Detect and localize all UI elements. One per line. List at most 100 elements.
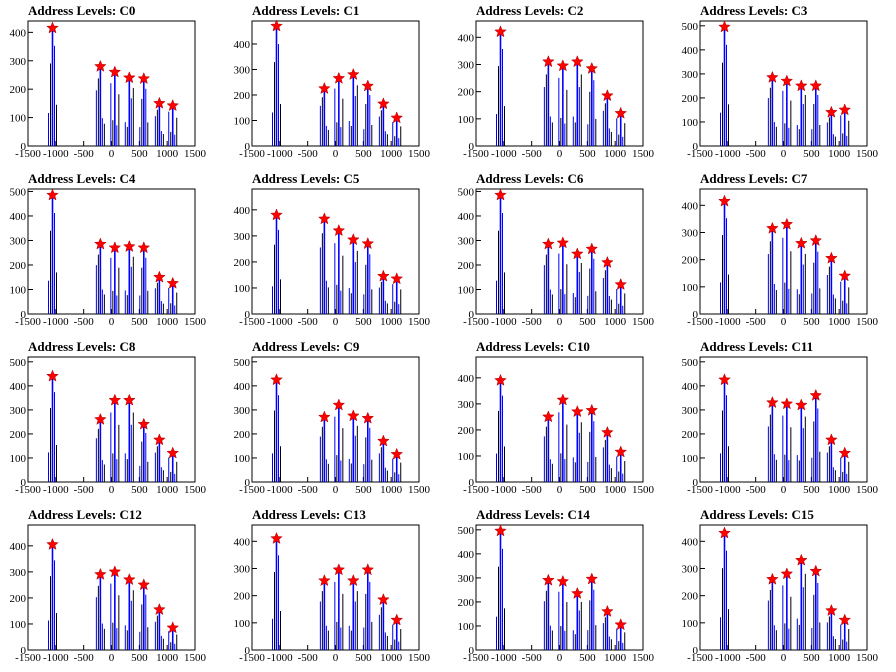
peak-marker — [570, 247, 584, 260]
peak-cluster — [587, 579, 597, 650]
y-tick-label: 0 — [245, 477, 251, 489]
x-tick-label: 500 — [803, 316, 820, 328]
x-tick-label: 0 — [333, 484, 339, 496]
peak-marker — [494, 188, 507, 201]
y-tick-label: 200 — [10, 260, 27, 272]
peak-cluster — [271, 538, 281, 650]
peak-marker — [390, 613, 404, 626]
y-tick-label: 300 — [234, 231, 251, 243]
x-tick-label: -1000 — [43, 484, 69, 496]
peak-cluster — [602, 432, 612, 482]
x-tick-label: 500 — [803, 652, 820, 664]
x-tick-label: -1500 — [15, 316, 41, 328]
y-tick-label: 400 — [458, 211, 475, 223]
chart-title: Address Levels: C2 — [476, 3, 584, 18]
peak-cluster — [110, 571, 120, 650]
x-tick-label: -500 — [522, 148, 543, 160]
peak-marker — [346, 233, 360, 246]
peak-cluster — [572, 593, 582, 650]
y-tick-label: 0 — [245, 141, 251, 153]
x-tick-label: 1000 — [604, 148, 627, 160]
peak-cluster — [767, 402, 777, 482]
x-tick-label: -1000 — [267, 148, 293, 160]
y-tick-label: 400 — [234, 381, 251, 393]
x-tick-label: 0 — [109, 484, 115, 496]
peak-cluster — [495, 195, 505, 314]
x-tick-label: 500 — [131, 148, 148, 160]
x-tick-label: -1500 — [15, 148, 41, 160]
peak-cluster — [543, 580, 553, 650]
peak-marker — [270, 208, 283, 221]
x-tick-label: -1000 — [267, 484, 293, 496]
peak-marker — [601, 425, 614, 438]
x-tick-label: 1500 — [856, 484, 879, 496]
histogram-panel: Address Levels: C1 0 100 200 300 400 -1500 -100… — [224, 0, 448, 168]
peak-marker — [332, 563, 346, 576]
x-tick-label: -500 — [298, 148, 319, 160]
peak-marker — [794, 79, 808, 92]
x-tick-label: -1000 — [43, 316, 69, 328]
peak-marker — [137, 417, 151, 430]
y-tick-label: 100 — [458, 284, 475, 296]
y-tick-label: 0 — [469, 141, 475, 153]
peak-marker — [585, 403, 599, 416]
peak-marker — [601, 255, 614, 268]
peak-cluster — [110, 72, 120, 146]
peak-cluster — [543, 61, 553, 146]
chart-title: Address Levels: C3 — [700, 3, 808, 18]
x-tick-label: -500 — [746, 484, 767, 496]
x-tick-label: 0 — [557, 652, 563, 664]
x-tick-label: -1500 — [15, 484, 41, 496]
y-tick-label: 0 — [469, 477, 475, 489]
peak-marker — [825, 251, 838, 264]
peak-marker — [318, 212, 331, 225]
peak-marker — [542, 237, 555, 250]
x-tick-label: 0 — [109, 148, 115, 160]
chart-svg: 0 100 200 300 400 -1500 -1000 -500 0 500 1000 1500 — [458, 20, 655, 160]
y-tick-label: 200 — [682, 591, 699, 603]
x-tick-label: 1000 — [828, 652, 851, 664]
peak-cluster — [796, 243, 806, 314]
peak-cluster — [392, 454, 402, 482]
peak-cluster — [543, 244, 553, 314]
y-tick-label: 500 — [458, 186, 475, 198]
chart-title: Address Levels: C1 — [252, 3, 360, 18]
peak-marker — [390, 272, 404, 285]
y-tick-label: 400 — [10, 381, 27, 393]
peak-cluster — [558, 242, 568, 314]
x-tick-label: 0 — [557, 148, 563, 160]
x-tick-label: 0 — [781, 484, 787, 496]
chart-svg: 0 100 200 300 400 -1500 -1000 -500 0 500 1000 1500 — [234, 524, 431, 664]
y-tick-label: 400 — [234, 205, 251, 217]
peak-marker — [570, 405, 584, 418]
x-tick-label: -1000 — [491, 316, 517, 328]
y-tick-label: 300 — [682, 69, 699, 81]
chart-svg: 0 100 200 300 400 -1500 -1000 -500 0 500 1000 1500 — [10, 20, 207, 160]
peak-marker — [318, 574, 331, 587]
y-tick-label: 100 — [458, 621, 475, 633]
x-tick-label: 1000 — [828, 148, 851, 160]
y-tick-label: 0 — [693, 309, 699, 321]
peak-cluster — [811, 85, 821, 146]
y-tick-label: 500 — [682, 21, 699, 33]
y-tick-label: 300 — [458, 235, 475, 247]
y-tick-label: 0 — [21, 477, 27, 489]
y-tick-label: 400 — [10, 27, 27, 39]
peak-marker — [166, 621, 180, 634]
y-tick-label: 400 — [234, 39, 251, 51]
y-tick-label: 300 — [234, 64, 251, 76]
peak-marker — [153, 96, 166, 109]
x-tick-label: 1000 — [828, 484, 851, 496]
x-tick-label: 1000 — [380, 652, 403, 664]
x-tick-label: -1000 — [43, 148, 69, 160]
x-tick-label: 500 — [579, 316, 596, 328]
peak-cluster — [348, 580, 358, 650]
x-tick-label: 500 — [803, 484, 820, 496]
peak-cluster — [796, 405, 806, 482]
peak-cluster — [782, 573, 792, 650]
peak-marker — [153, 270, 166, 283]
x-tick-label: -500 — [522, 484, 543, 496]
peak-cluster — [392, 117, 402, 146]
peak-cluster — [826, 439, 836, 482]
